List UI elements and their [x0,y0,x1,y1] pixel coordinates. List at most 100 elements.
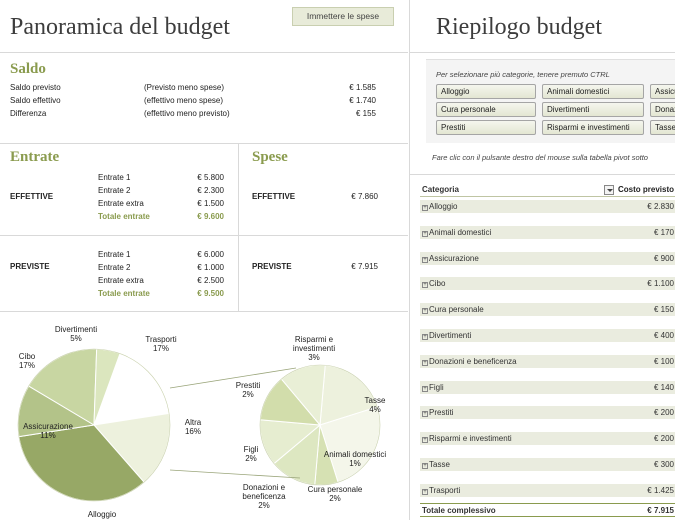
balance-label: Saldo previsto [10,83,61,92]
pivot-row-value: € 300 [653,460,674,469]
pivot-row-category-label: Alloggio [429,202,458,211]
slicer-item[interactable]: Alloggio [436,84,536,99]
balance-label: Saldo effettivo [10,96,61,105]
income-title: Entrate [10,149,60,165]
pivot-row[interactable]: + Animali domestici € 170 [420,225,675,239]
expand-icon[interactable]: + [422,359,428,366]
pie-label-altra: Altra 16% [184,418,202,436]
income-row-label: Entrate extra [98,199,144,208]
income-total-label: Totale entrate [98,289,150,298]
income-row-value: € 6.000 [197,250,224,259]
income-row-value: € 2.300 [197,186,224,195]
overview-title: Panoramica del budget [10,14,230,40]
pivot-row[interactable]: + Cibo € 1.100 [420,277,675,291]
income-row-label: Entrate 1 [98,173,131,182]
pivot-row-category: + Cibo [422,277,445,290]
expand-icon[interactable]: + [422,334,428,340]
pie-connector-line [169,367,297,389]
expense-pie-chart: Trasporti 17% Altra 16% Alloggio Assicuraz… [0,318,408,520]
pivot-row[interactable]: + Assicurazione € 900 [420,251,675,265]
pivot-row-value: € 200 [653,434,674,444]
pivot-row[interactable]: + Risparmi e investimenti € 200 [420,432,675,446]
balance-desc: (effettivo meno previsto) [144,109,230,118]
slicer-item[interactable]: Animali domestici [542,84,644,99]
pie-label-prestiti: Prestiti 2% [235,381,261,399]
pivot-row-value: € 1.425 [647,485,674,495]
balance-title: Saldo [10,61,46,77]
pivot-col-planned: Costo previsto [618,185,675,194]
expand-icon[interactable]: + [422,437,428,444]
income-planned-label: PREVISTE [10,262,50,271]
pie-label-assicurazione: Assicurazione 11% [23,422,73,440]
income-row-label: Entrate 1 [98,250,131,259]
pivot-row-category: + Tasse [422,458,450,471]
income-actual-label: EFFETTIVE [10,192,54,201]
budget-overview-panel: Panoramica del budget Immettere le spese… [0,7,408,520]
slicer-item[interactable]: Assicurazione [650,84,675,99]
pivot-row-category: + Cura personale [422,303,484,316]
pie-label-risparmi: Risparmi e investimenti 3% [292,335,336,362]
main-pie [17,348,171,502]
slicer-hint: Per selezionare più categorie, tenere pr… [436,70,610,79]
expenses-title: Spese [252,149,288,165]
pivot-row-category-label: Prestiti [429,408,454,418]
expand-icon[interactable]: + [422,463,428,469]
summary-title: Riepilogo budget [436,14,602,40]
pivot-row[interactable]: + Prestiti € 200 [420,406,675,420]
pivot-row-value: € 900 [653,253,674,263]
expand-icon[interactable]: + [422,385,428,392]
balance-value: € 1.740 [349,96,376,105]
pivot-row-value: € 150 [653,305,674,315]
expand-icon[interactable]: + [422,282,428,289]
divider [410,52,675,53]
expand-icon[interactable]: + [422,230,428,237]
pivot-row[interactable]: + Cura personale € 150 [420,303,675,317]
pivot-row-category-label: Divertimenti [429,331,472,340]
pivot-row-category-label: Donazioni e beneficenza [429,356,517,366]
sub-pie [259,364,381,486]
income-total-value: € 9.500 [197,289,224,298]
category-slicer: Per selezionare più categorie, tenere pr… [426,59,675,143]
pie-chart-svg [17,348,381,502]
income-row-value: € 2.500 [197,276,224,285]
pivot-row[interactable]: + Figli € 140 [420,380,675,394]
slicer-item[interactable]: Prestiti [436,120,536,135]
pivot-row-category: + Trasporti [422,484,460,497]
pivot-row[interactable]: + Divertimenti € 400 [420,329,675,342]
expand-icon[interactable]: + [422,488,428,495]
pivot-row[interactable]: + Tasse € 300 [420,458,675,471]
expand-icon[interactable]: + [422,308,428,315]
expand-icon[interactable]: + [422,411,428,418]
pivot-row-category-label: Cura personale [429,305,484,315]
pivot-row-category-label: Cibo [429,279,446,289]
expenses-actual-label: EFFETTIVE [252,192,296,201]
pivot-row-category: + Animali domestici [422,226,491,239]
slicer-item[interactable]: Donazioni e beneficenza [650,102,675,117]
filter-dropdown-button[interactable] [604,185,614,195]
expand-icon[interactable]: + [422,205,428,211]
income-row-label: Entrate extra [98,276,144,285]
pivot-row[interactable]: + Donazioni e beneficenza € 100 [420,354,675,368]
pivot-col-category: Categoria [422,185,459,194]
income-row-value: € 1.500 [197,199,224,208]
pivot-row-category-label: Tasse [429,460,450,469]
pivot-row[interactable]: + Alloggio € 2.830 [420,200,675,213]
pivot-total-row: Totale complessivo € 7.915 [420,503,675,517]
balance-value: € 1.585 [349,83,376,92]
pivot-row-value: € 2.830 [647,202,674,211]
slicer-item[interactable]: Risparmi e investimenti [542,120,644,135]
slicer-item[interactable]: Divertimenti [542,102,644,117]
pivot-row-value: € 200 [653,408,674,418]
pivot-row-category: + Figli [422,381,444,394]
pivot-row-category: + Assicurazione [422,252,479,265]
expenses-actual-value: € 7.860 [351,192,378,201]
expenses-planned-value: € 7.915 [351,262,378,271]
slicer-item[interactable]: Tasse [650,120,675,135]
pie-label-alloggio: Alloggio [87,510,117,519]
pivot-row[interactable]: + Trasporti € 1.425 [420,483,675,497]
pivot-row-value: € 100 [653,356,674,366]
enter-expenses-button[interactable]: Immettere le spese [292,7,394,26]
pivot-row-category: + Donazioni e beneficenza [422,355,517,368]
expand-icon[interactable]: + [422,256,428,263]
slicer-item[interactable]: Cura personale [436,102,536,117]
